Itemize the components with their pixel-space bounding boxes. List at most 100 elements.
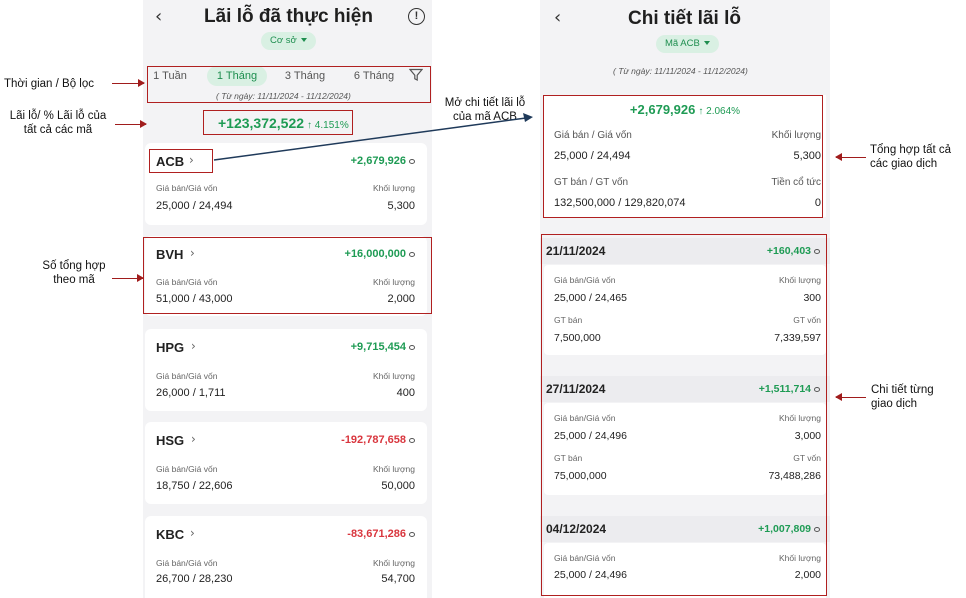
price-value: 25,000 / 24,494 <box>554 150 631 162</box>
chevron-right-icon: › <box>191 339 196 353</box>
anno-pl-all-line1: Lãi lỗ/ % Lãi lỗ của <box>9 110 107 122</box>
total-pl: +123,372,522 ↑ 4.151% <box>218 115 349 133</box>
stock-pl: +9,715,454 <box>351 341 415 353</box>
stock-card-hpg[interactable]: HPG › +9,715,454 Giá bán/Giá vốn Khối lư… <box>145 329 427 411</box>
filter-icon[interactable] <box>409 68 423 82</box>
sell-value: 75,000,000 <box>554 470 607 482</box>
anno-open-detail: Mở chi tiết lãi lỗ của mã ACB <box>434 96 536 124</box>
eye-icon[interactable] <box>409 158 415 164</box>
value-amount: 132,500,000 / 129,820,074 <box>554 197 686 209</box>
price-label: Giá bán/Giá vốn <box>554 553 616 563</box>
qty-label: Khối lượng <box>779 275 821 285</box>
qty-value: 5,300 <box>793 150 821 162</box>
back-arrow-icon[interactable]: ‹ <box>155 6 163 27</box>
anno-time-filter: Thời gian / Bộ lọc <box>4 78 95 90</box>
anno-pl-all-line2: tất cả các mã <box>23 124 93 136</box>
stock-pl: +16,000,000 <box>345 248 415 260</box>
anno-pl-all: Lãi lỗ/ % Lãi lỗ của tất cả các mã <box>2 109 114 137</box>
qty-label: Khối lượng <box>373 371 415 381</box>
anno-per-code-line1: Số tổng hợp <box>42 260 106 272</box>
anno-open-detail-line2: của mã ACB <box>453 111 517 123</box>
anno-summary-all: Tổng hợp tất cả các giao dịch <box>870 143 951 171</box>
anno-per-tx-line2: giao dịch <box>871 398 918 410</box>
cost-value: 73,488,286 <box>768 470 821 482</box>
qty-value: 300 <box>803 292 821 304</box>
anno-arrow <box>112 79 145 87</box>
qty-value: 3,000 <box>794 430 821 442</box>
total-pl-value: +123,372,522 <box>218 115 305 131</box>
tab-6-months[interactable]: 6 Tháng <box>353 70 395 82</box>
qty-value: 2,000 <box>794 569 821 581</box>
price-value: 51,000 / 43,000 <box>156 293 233 305</box>
transaction-card: Giá bán/Giá vốn Khối lượng 25,000 / 24,4… <box>544 543 826 598</box>
summary-pl-percent: ↑ 2.064% <box>698 106 741 117</box>
transaction-date: 27/11/2024 <box>546 382 606 396</box>
summary-card: +2,679,926 ↑ 2.064% Giá bán / Giá vốn Khố… <box>544 95 826 217</box>
anno-arrow <box>835 153 866 161</box>
page-title: Lãi lỗ đã thực hiện <box>204 6 373 27</box>
dividend-value: 0 <box>814 197 821 209</box>
dividend-label: Tiền cổ tức <box>771 177 821 188</box>
tab-1-month[interactable]: 1 Tháng <box>207 66 267 86</box>
cost-value-label: GT vốn <box>793 315 821 325</box>
qty-value: 400 <box>396 387 415 399</box>
price-label: Giá bán/Giá vốn <box>554 275 616 285</box>
eye-icon[interactable] <box>409 437 415 443</box>
caret-down-icon <box>300 38 307 43</box>
tab-3-months[interactable]: 3 Tháng <box>284 70 326 82</box>
info-icon[interactable]: ! <box>408 8 425 25</box>
summary-pl-value: +2,679,926 <box>629 102 696 117</box>
stock-code: HPG <box>156 340 185 355</box>
eye-icon[interactable] <box>409 531 415 537</box>
realized-pl-screen: ‹ Lãi lỗ đã thực hiện ! Cơ sở 1 Tuần 1 T… <box>143 0 432 598</box>
account-dropdown-label: Cơ sở <box>270 35 297 46</box>
date-range: ( Từ ngày: 11/11/2024 - 11/12/2024) <box>216 91 351 101</box>
chevron-right-icon: › <box>190 246 195 260</box>
stock-card-hsg[interactable]: HSG › -192,787,658 Giá bán/Giá vốn Khối … <box>145 422 427 504</box>
transaction-date: 21/11/2024 <box>546 244 606 258</box>
qty-value: 5,300 <box>387 200 415 212</box>
pl-detail-screen: ‹ Chi tiết lãi lỗ Mã ACB ( Từ ngày: 11/1… <box>540 0 830 598</box>
sell-value: 7,500,000 <box>554 332 601 344</box>
transaction-card: Giá bán/Giá vốn Khối lượng 25,000 / 24,4… <box>544 403 826 495</box>
price-label: Giá bán/Giá vốn <box>156 183 218 193</box>
stock-pl: -192,787,658 <box>341 434 415 446</box>
stock-card-bvh[interactable]: BVH › +16,000,000 Giá bán/Giá vốn Khối l… <box>145 236 427 316</box>
transaction-header: 21/11/2024 +160,403 <box>540 238 830 264</box>
total-pl-percent: ↑ 4.151% <box>307 120 349 131</box>
transaction-header: 27/11/2024 +1,511,714 <box>540 376 830 402</box>
account-dropdown[interactable]: Cơ sở <box>261 32 316 50</box>
qty-label: Khối lượng <box>779 413 821 423</box>
stock-card-kbc[interactable]: KBC › -83,671,286 Giá bán/Giá vốn Khối l… <box>145 516 427 598</box>
qty-label: Khối lượng <box>779 553 821 563</box>
transaction-pl: +1,511,714 <box>759 383 820 395</box>
summary-pl: +2,679,926 ↑ 2.064% <box>544 101 826 119</box>
anno-summary-all-line2: các giao dịch <box>870 158 938 170</box>
price-label: Giá bán/Giá vốn <box>156 464 218 474</box>
price-label: Giá bán/Giá vốn <box>554 413 616 423</box>
page-title: Chi tiết lãi lỗ <box>628 8 741 29</box>
stock-dropdown[interactable]: Mã ACB <box>656 35 719 53</box>
back-arrow-icon[interactable]: ‹ <box>554 7 562 28</box>
eye-icon[interactable] <box>814 386 820 392</box>
qty-label: Khối lượng <box>373 183 415 193</box>
stock-card-acb[interactable]: ACB › +2,679,926 Giá bán/Giá vốn Khối lư… <box>145 143 427 225</box>
eye-icon[interactable] <box>409 251 415 257</box>
tab-1-week[interactable]: 1 Tuần <box>153 70 187 82</box>
transaction-pl: +1,007,809 <box>758 523 820 535</box>
caret-down-icon <box>703 41 710 46</box>
stock-pl: -83,671,286 <box>347 528 415 540</box>
stock-code: BVH <box>156 247 184 262</box>
period-tabs: 1 Tuần 1 Tháng 3 Tháng 6 Tháng <box>149 66 427 88</box>
anno-open-detail-line1: Mở chi tiết lãi lỗ <box>444 97 526 109</box>
eye-icon[interactable] <box>409 344 415 350</box>
eye-icon[interactable] <box>814 526 820 532</box>
anno-per-tx: Chi tiết từng giao dịch <box>871 383 934 411</box>
eye-icon[interactable] <box>814 248 820 254</box>
price-label: Giá bán/Giá vốn <box>156 277 218 287</box>
anno-per-code-line2: theo mã <box>53 274 95 286</box>
stock-code: KBC <box>156 527 185 542</box>
qty-value: 2,000 <box>387 293 415 305</box>
chevron-right-icon: › <box>190 526 195 540</box>
anno-arrow <box>112 274 144 282</box>
